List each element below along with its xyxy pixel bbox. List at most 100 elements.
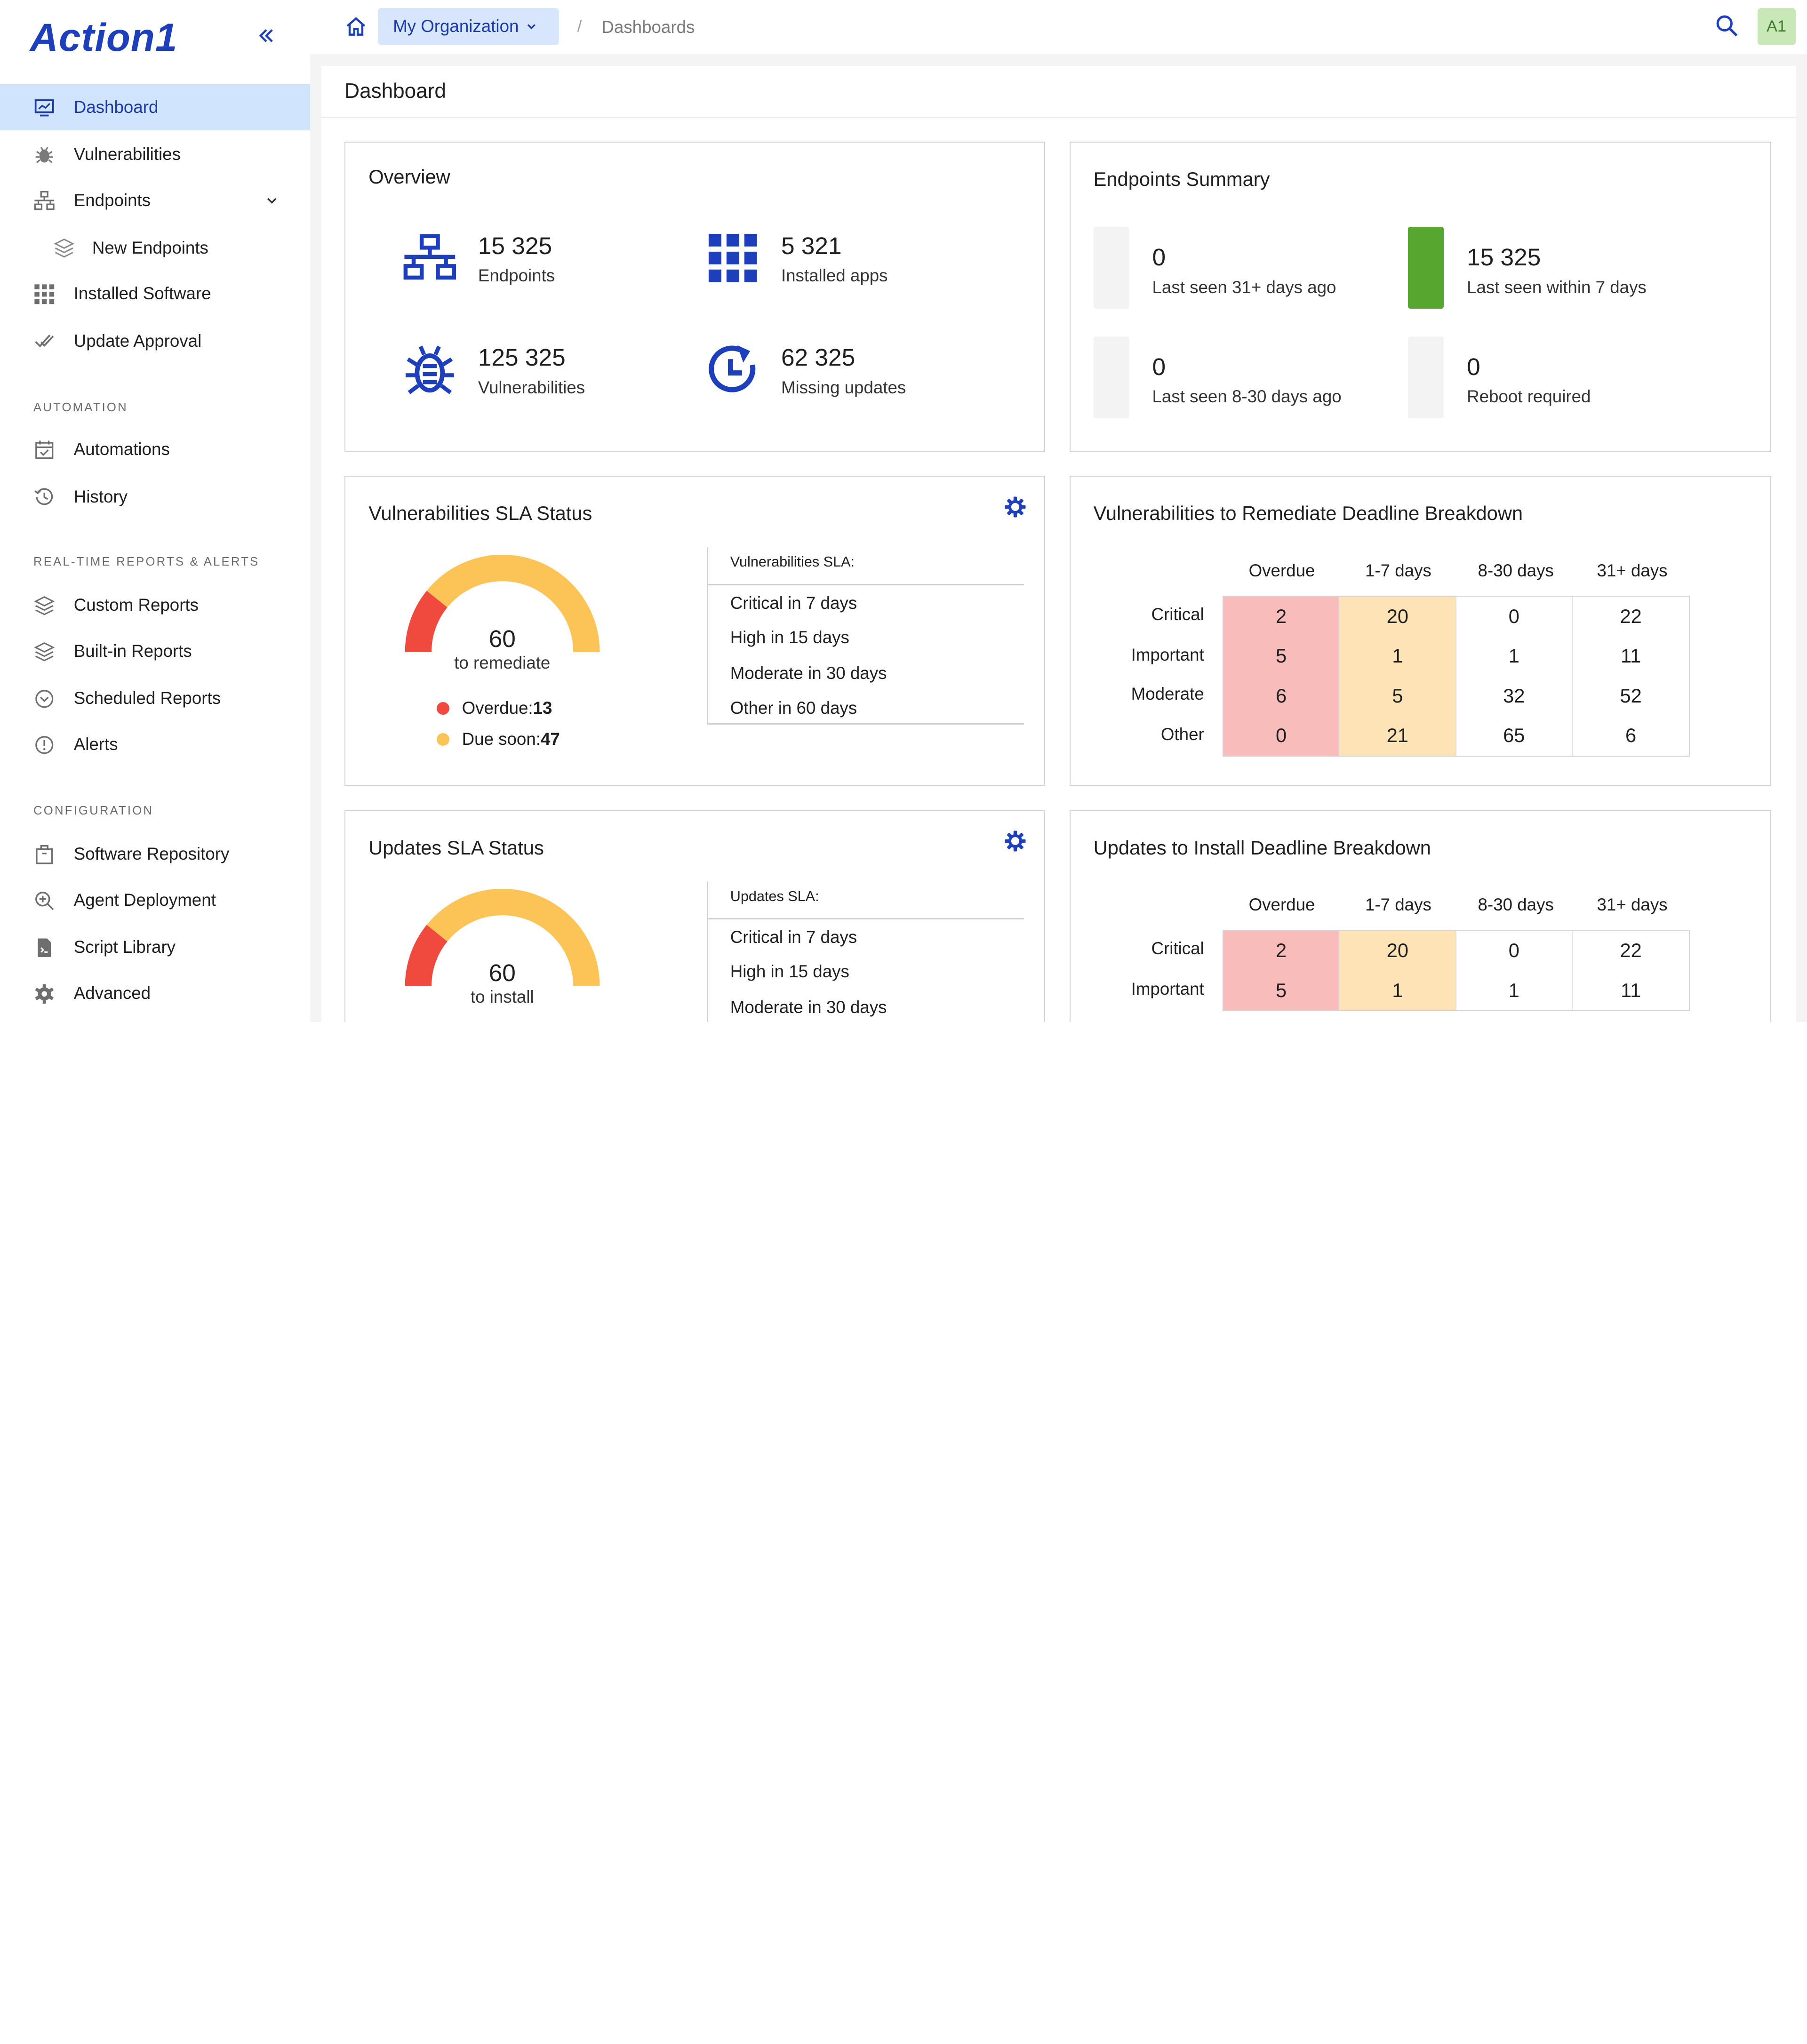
table-cell[interactable]: 5 [1340,676,1456,716]
sidebar-item-history[interactable]: History [0,474,310,520]
main-content: Dashboard Overview 15 325 Endpoints [321,65,1796,1022]
sidebar-item-agent-deployment[interactable]: Agent Deployment [0,877,310,923]
package-icon [36,845,53,864]
search-icon[interactable] [1715,14,1739,38]
clock-refresh-icon [708,345,756,392]
status-bar [1093,226,1129,309]
legend-value: 47 [540,729,560,749]
section-heading-reports: REAL-TIME REPORTS & ALERTS [33,555,260,569]
sidebar-item-update-approval[interactable]: Update Approval [0,318,310,364]
table-cell[interactable]: 1 [1340,970,1456,1010]
alert-circle-icon [35,736,54,754]
divider [708,918,1024,919]
sidebar-item-custom-reports[interactable]: Custom Reports [0,582,310,628]
overview-label: Missing updates [781,377,906,397]
legend-dot [436,702,449,715]
table-cell[interactable]: 20 [1340,930,1456,971]
endpoints-summary-item[interactable]: 0 Last seen 8-30 days ago [1093,336,1393,418]
sidebar-item-endpoints[interactable]: Endpoints [0,177,310,224]
table-cell[interactable]: 20 [1340,596,1456,637]
summary-label: Last seen 31+ days ago [1152,277,1336,297]
table-cell[interactable]: 0 [1223,716,1340,756]
status-bar [1408,226,1444,309]
breakdown-grid: 2 20 0 22 5 1 1 11 [1222,929,1690,1011]
home-icon[interactable] [344,15,368,38]
table-cell[interactable]: 11 [1621,979,1641,1001]
table-cell[interactable]: 1 [1340,636,1456,676]
monitor-icon [34,99,54,117]
overview-value: 125 325 [478,343,566,371]
status-bar [1408,336,1444,418]
double-check-icon [35,334,54,348]
overview-missing-updates[interactable]: 62 325 Missing updates [706,343,983,412]
overview-value: 5 321 [781,232,842,259]
remediation-gauge [405,555,600,653]
table-cell[interactable]: 5 [1223,636,1340,676]
table-cell[interactable]: 1 [1456,970,1573,1010]
divider [708,584,1024,585]
sla-row: Critical in 7 days [730,593,857,613]
sidebar-item-vulnerabilities[interactable]: Vulnerabilities [0,131,310,177]
table-cell[interactable]: 0 [1456,930,1573,971]
table-cell[interactable]: 1 [1456,636,1573,676]
table-cell[interactable]: 22 [1620,939,1642,962]
legend-dot [436,733,449,746]
sidebar-item-label: Endpoints [73,191,151,210]
table-cell[interactable]: 2 [1223,930,1340,971]
organization-selector[interactable]: My Organization [378,8,559,45]
sidebar-item-label: New Endpoints [92,238,208,257]
table-cell[interactable]: 5 [1223,970,1340,1010]
gear-icon[interactable] [1004,495,1027,519]
sidebar-item-new-endpoints[interactable]: New Endpoints [0,225,310,271]
gear-icon[interactable] [1004,830,1027,853]
legend-value: 13 [533,698,552,718]
sidebar-item-advanced[interactable]: Advanced [0,970,310,1016]
chevron-down-icon[interactable] [265,193,279,207]
user-avatar[interactable]: A1 [1757,8,1796,45]
table-cell[interactable]: 32 [1456,676,1573,716]
table-cell[interactable]: 21 [1340,716,1456,756]
gauge-overdue-arc [405,591,448,653]
overview-endpoints[interactable]: 15 325 Endpoints [403,232,680,301]
overview-installed-apps[interactable]: 5 321 Installed apps [706,232,983,301]
bug-icon [405,345,454,395]
column-header: 31+ days [1597,895,1668,915]
bug-icon [35,147,53,163]
sidebar-item-built-in-reports[interactable]: Built-in Reports [0,628,310,674]
table-cell[interactable]: 52 [1620,684,1642,707]
table-cell[interactable]: 6 [1223,676,1340,716]
table-cell[interactable]: 22 [1620,605,1642,627]
sidebar-item-label: Advanced [73,983,151,1003]
sidebar-item-scheduled-reports[interactable]: Scheduled Reports [0,675,310,721]
overview-card: Overview 15 325 Endpoints [344,142,1046,452]
sidebar-item-dashboard[interactable]: Dashboard [0,84,310,130]
column-header: Overdue [1248,561,1315,581]
network-icon [34,191,55,210]
endpoints-summary-item[interactable]: 0 Reboot required [1408,336,1731,418]
sidebar-item-automations[interactable]: Automations [0,426,310,472]
vulnerabilities-breakdown-card: Vulnerabilities to Remediate Deadline Br… [1069,476,1772,786]
endpoints-summary-item[interactable]: 0 Last seen 31+ days ago [1093,226,1393,309]
breadcrumb-separator: / [577,17,582,35]
sidebar-item-alerts[interactable]: Alerts [0,721,310,767]
table-cell[interactable]: 11 [1621,645,1641,667]
sidebar-item-script-library[interactable]: Script Library [0,924,310,970]
gauge-value: 60 [488,624,516,652]
table-cell[interactable]: 6 [1625,724,1637,747]
sidebar-item-label: Agent Deployment [73,890,216,910]
breadcrumb-dashboards[interactable]: Dashboards [601,17,695,37]
card-title: Endpoints Summary [1093,168,1270,191]
table-cell[interactable]: 0 [1456,596,1573,637]
action1-logo[interactable]: Action1 [30,15,178,59]
sidebar-item-software-repository[interactable]: Software Repository [0,831,310,877]
sidebar-item-label: Installed Software [73,284,211,303]
table-cell[interactable]: 2 [1223,596,1340,637]
overview-vulnerabilities[interactable]: 125 325 Vulnerabilities [403,343,680,412]
sidebar-item-installed-software[interactable]: Installed Software [0,271,310,317]
collapse-sidebar-icon[interactable] [254,23,279,48]
column-header: 31+ days [1597,561,1668,581]
row-header: Important [1131,979,1204,999]
table-cell[interactable]: 65 [1456,716,1573,756]
endpoints-summary-item[interactable]: 15 325 Last seen within 7 days [1408,226,1731,309]
gear-icon [35,984,54,1004]
